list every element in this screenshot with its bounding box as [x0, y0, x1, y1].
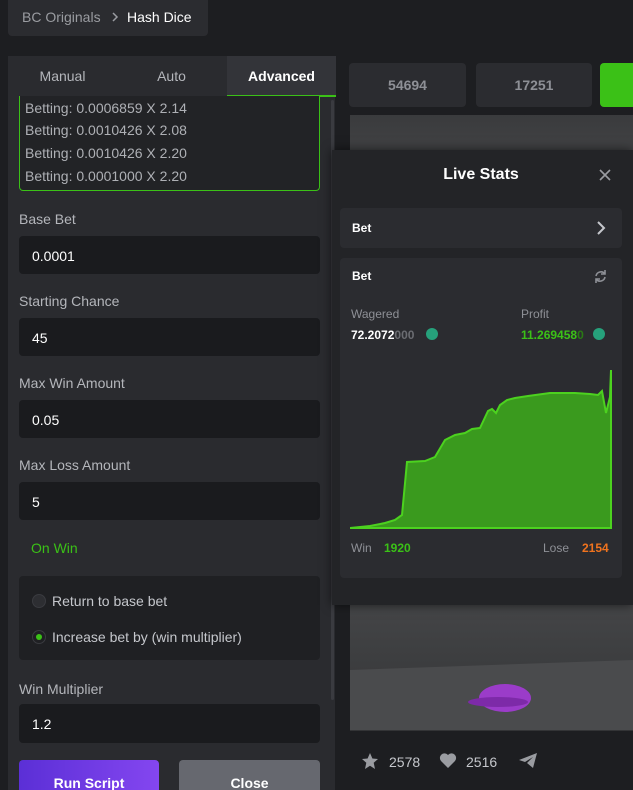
input[interactable]: 0.0001	[19, 236, 320, 274]
history-chip-green[interactable]	[600, 63, 633, 107]
stat-label: Wagered	[351, 307, 400, 321]
field-label: Starting Chance	[19, 293, 120, 309]
stat-label: Profit	[521, 307, 550, 321]
radio-label[interactable]: Return to base bet	[52, 593, 168, 609]
close-button[interactable]: Close	[179, 760, 320, 790]
tab[interactable]: Auto	[157, 68, 186, 84]
like-count: 2516	[466, 754, 498, 770]
chevron	[112, 12, 119, 22]
stat-value: 11.2694580	[521, 329, 584, 341]
log-box: Betting: 0.0006859 X 2.14 Betting: 0.001…	[19, 96, 320, 191]
close-icon[interactable]	[599, 169, 611, 181]
input[interactable]: 5	[19, 482, 320, 520]
breadcrumb	[8, 0, 208, 36]
panel-title: Live Stats	[443, 166, 519, 183]
token-icon	[426, 328, 438, 340]
field-label: Max Loss Amount	[19, 457, 131, 473]
stat-label: Win	[351, 541, 372, 555]
scene-decor	[350, 660, 633, 730]
input-value: 0.0001	[32, 248, 75, 264]
option-box	[19, 576, 320, 660]
card-title: Bet	[352, 269, 372, 283]
stat-value: 2154	[582, 541, 609, 555]
log-line: Betting: 0.0010426 X 2.08	[25, 122, 187, 138]
input[interactable]: 1.2	[19, 704, 320, 743]
log-line: Betting: 0.0001000 X 2.20	[25, 168, 187, 184]
profit-curve	[350, 369, 612, 529]
star-count: 2578	[389, 754, 421, 770]
tab[interactable]: Manual	[39, 68, 86, 84]
radio-checked[interactable]	[32, 630, 46, 644]
share-icon[interactable]	[518, 752, 538, 769]
history-chip[interactable]: 17251	[476, 63, 592, 107]
heart-icon[interactable]	[439, 752, 457, 769]
breadcrumb-link[interactable]: BC Originals	[22, 9, 101, 25]
field-label: Max Win Amount	[19, 375, 125, 391]
star-icon[interactable]	[361, 752, 379, 770]
field-label: Base Bet	[19, 211, 76, 227]
breadcrumb-current: Hash Dice	[127, 9, 192, 25]
stat-value-tail: 000	[394, 328, 415, 342]
stat-value-tail: 0	[577, 328, 584, 342]
bet-row[interactable]	[340, 208, 622, 248]
run-button[interactable]: Run Script	[19, 760, 159, 790]
radio[interactable]	[32, 594, 46, 608]
input-value: 0.05	[32, 412, 60, 428]
token-icon	[593, 328, 605, 340]
stat-value: 72.2072000	[351, 329, 414, 341]
log-line: Betting: 0.0006859 X 2.14	[25, 100, 187, 116]
stat-value-main: 72.2072	[351, 328, 395, 342]
field-label: Win Multiplier	[19, 681, 104, 697]
input[interactable]: 45	[19, 318, 320, 356]
section-title: On Win	[31, 540, 78, 556]
bet-row-label: Bet	[352, 221, 372, 235]
log-line: Betting: 0.0010426 X 2.20	[25, 145, 187, 161]
input-value: 5	[32, 494, 40, 510]
stat-value: 1920	[384, 541, 411, 555]
input-value: 45	[32, 330, 48, 346]
stat-value-main: 11.269458	[521, 328, 578, 342]
tab-active[interactable]: Advanced	[227, 56, 336, 97]
chevron	[597, 221, 606, 235]
input[interactable]: 0.05	[19, 400, 320, 438]
radio-label[interactable]: Increase bet by (win multiplier)	[52, 629, 242, 645]
stat-label: Lose	[543, 541, 570, 555]
refresh-icon[interactable]	[593, 269, 608, 284]
history-chip[interactable]: 54694	[349, 63, 466, 107]
input-value: 1.2	[32, 716, 52, 732]
